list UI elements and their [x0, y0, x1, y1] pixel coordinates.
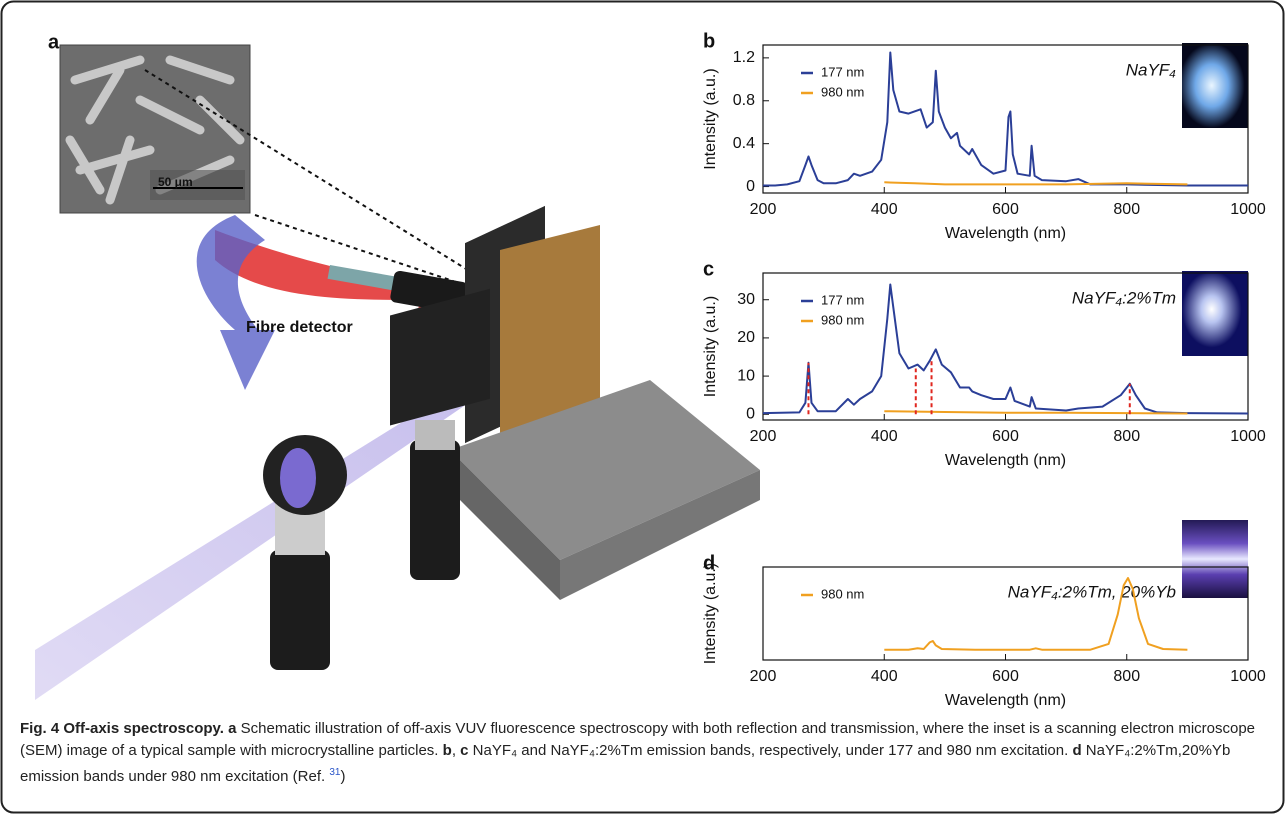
caption-label: d	[1072, 742, 1082, 759]
x-tick-label: 800	[1113, 201, 1140, 218]
y-tick-label: 0.4	[733, 135, 755, 152]
photo	[1182, 271, 1248, 356]
caption-text: NaYF₄ and NaYF₄:2%Tm emission bands, res…	[468, 742, 1069, 759]
caption-label: b	[442, 742, 452, 759]
x-tick-label: 400	[871, 668, 898, 685]
x-tick-label: 600	[992, 201, 1019, 218]
scale-bar-label: 50 μm	[158, 175, 193, 189]
caption-label: a	[228, 720, 237, 737]
caption-text: NaYF₄:2%Tm,20%Yb emission bands under 98…	[20, 742, 1231, 785]
spectrum-line	[763, 51, 1248, 187]
legend-label: 177 nm	[821, 292, 864, 307]
y-tick-label: 1.2	[733, 49, 755, 66]
x-tick-label: 800	[1113, 668, 1140, 685]
y-tick-label: 30	[737, 291, 755, 308]
y-tick-label: 0	[746, 178, 755, 195]
legend-label: 177 nm	[821, 64, 864, 79]
x-tick-label: 200	[750, 428, 777, 445]
panel-label: b	[703, 30, 715, 52]
y-axis-label: Intensity (a.u.)	[702, 68, 719, 169]
x-tick-label: 1000	[1230, 668, 1266, 685]
caption-text: ,	[451, 742, 456, 759]
photo	[1182, 43, 1248, 128]
panel-label: a	[48, 31, 60, 53]
y-tick-label: 20	[737, 329, 755, 346]
x-tick-label: 600	[992, 428, 1019, 445]
y-tick-label: 0	[746, 405, 755, 422]
detector-label: Fibre detector	[246, 319, 353, 336]
caption-text: Schematic illustration of off-axis VUV f…	[20, 720, 1256, 759]
x-tick-label: 200	[750, 668, 777, 685]
x-tick-label: 1000	[1230, 201, 1266, 218]
photo	[1182, 520, 1248, 598]
panel-label: d	[703, 552, 715, 574]
caption-label: c	[460, 742, 469, 759]
y-axis-label: Intensity (a.u.)	[702, 296, 719, 397]
caption: Fig. 4 Off-axis spectroscopy. a Schemati…	[20, 718, 1265, 788]
reference[interactable]: 31	[329, 767, 341, 778]
y-axis-label: Intensity (a.u.)	[702, 563, 719, 664]
x-axis-label: Wavelength (nm)	[945, 452, 1066, 469]
y-tick-label: 0.8	[733, 92, 755, 109]
x-tick-label: 200	[750, 201, 777, 218]
spectrum-line	[884, 410, 1188, 415]
annotation: NaYF₄:2%Tm	[1072, 288, 1176, 307]
spectrum-line	[762, 283, 1249, 415]
legend-label: 980 nm	[821, 84, 864, 99]
y-tick-label: 10	[737, 367, 755, 384]
spectrum-line	[884, 181, 1188, 186]
x-tick-label: 400	[871, 201, 898, 218]
legend-label: 980 nm	[821, 586, 864, 601]
illustration: a 50 μm Fibre detector	[35, 31, 760, 700]
annotation: NaYF₄:2%Tm, 20%Yb	[1008, 582, 1176, 601]
spectrum-line	[884, 577, 1188, 651]
x-axis-label: Wavelength (nm)	[945, 225, 1066, 242]
panel-label: c	[703, 258, 714, 280]
x-tick-label: 1000	[1230, 428, 1266, 445]
x-tick-label: 800	[1113, 428, 1140, 445]
plot-frame	[762, 566, 1249, 661]
x-tick-label: 600	[992, 668, 1019, 685]
x-axis-label: Wavelength (nm)	[945, 692, 1066, 709]
x-tick-label: 400	[871, 428, 898, 445]
annotation: NaYF₄	[1126, 60, 1176, 79]
caption-title: Fig. 4 Off-axis spectroscopy.	[20, 720, 224, 737]
legend-label: 980 nm	[821, 312, 864, 327]
caption-text: )	[340, 768, 346, 785]
